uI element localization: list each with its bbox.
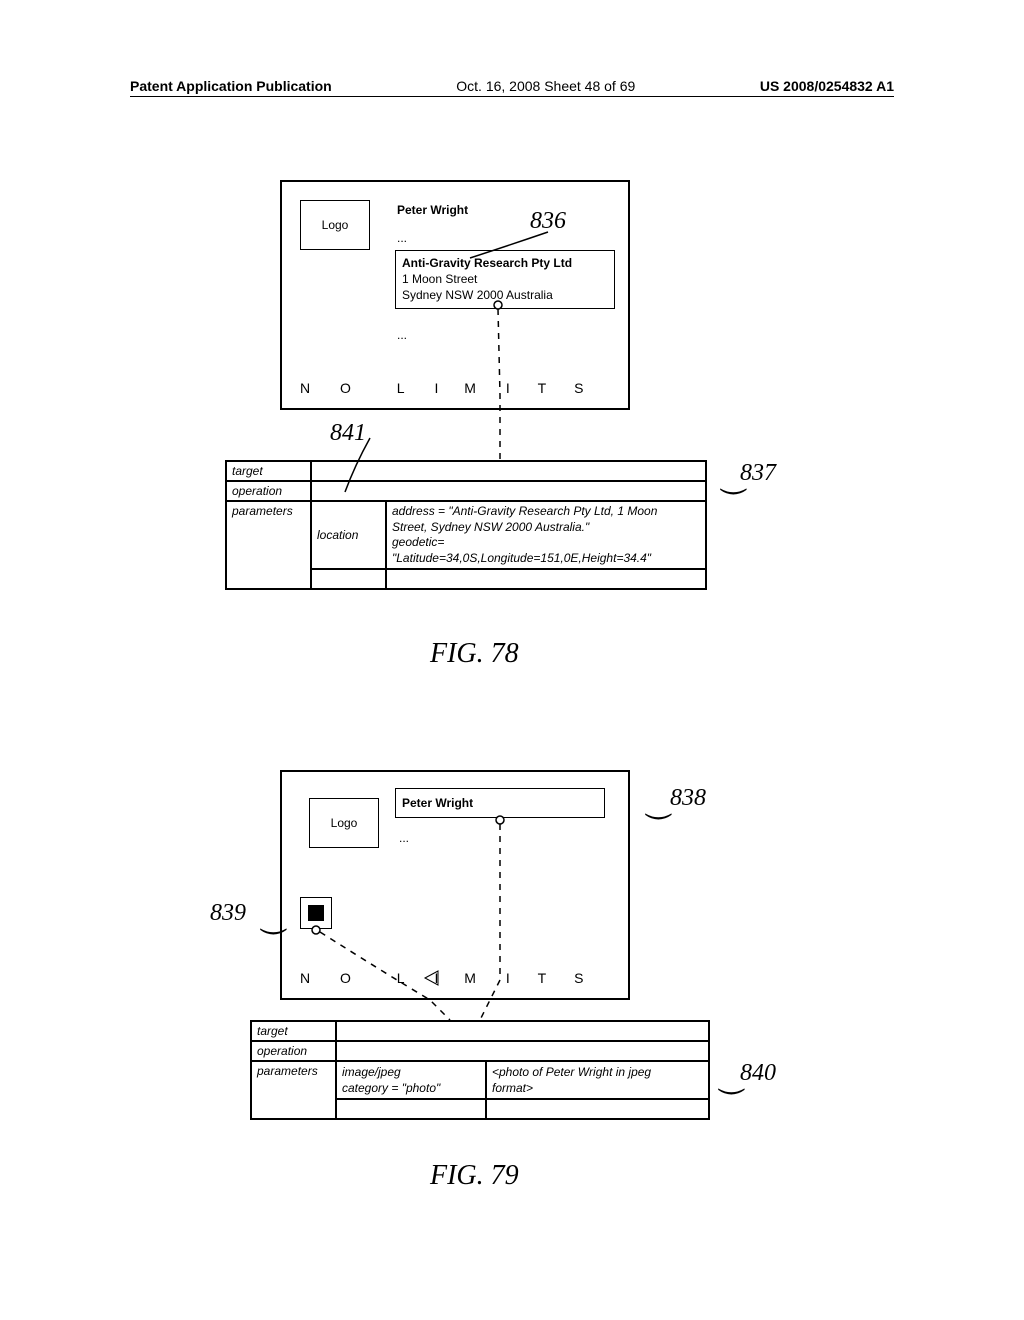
fig79-param-key-empty (336, 1099, 486, 1119)
nolimits-t: T (538, 380, 548, 396)
fig78-operation-val (311, 481, 706, 501)
page: Patent Application Publication Oct. 16, … (0, 0, 1024, 1320)
nolimits-i: I (434, 380, 439, 396)
fig79-parameters-label: parameters (251, 1061, 336, 1119)
fig79-pv-l2: format> (492, 1081, 533, 1095)
fig78-caption: FIG. 78 (430, 638, 519, 670)
nolimits-l: L (397, 380, 406, 396)
fig79-ellipsis1: ... (399, 830, 409, 847)
ref-840: 840 (740, 1060, 776, 1087)
fig79-pk-l1: image/jpeg (342, 1065, 401, 1079)
fig78-name: Peter Wright (397, 202, 468, 219)
nolimits2-s: S (574, 970, 584, 986)
fig78-pv-l4: "Latitude=34,0S,Longitude=151,0E,Height=… (392, 551, 651, 565)
nolimits2-o: O (340, 970, 352, 986)
ref-840-brace: ⏝ (718, 1062, 745, 1094)
fig78-addr-company: Anti-Gravity Research Pty Ltd (402, 256, 572, 270)
fig79-param-val: <photo of Peter Wright in jpeg format> (486, 1061, 709, 1099)
fig79-pk-l2: category = "photo" (342, 1081, 440, 1095)
fig79-operation-label: operation (251, 1041, 336, 1061)
header-left: Patent Application Publication (130, 78, 332, 94)
fig78-param-key-empty (311, 569, 386, 589)
nolimits2-i2: I (506, 970, 511, 986)
photo-icon (308, 905, 324, 921)
fig78-ellipsis1: ... (397, 230, 407, 247)
nolimits-o: O (340, 380, 352, 396)
nolimits-n: N (300, 380, 311, 396)
fig78-card: Logo Peter Wright ... Anti-Gravity Resea… (280, 180, 630, 410)
fig79-name-text: Peter Wright (402, 796, 473, 810)
nolimits-m: M (464, 380, 477, 396)
fig79-photo-thumb (300, 897, 332, 929)
nolimits2-m: M (464, 970, 477, 986)
nolimits2-n: N (300, 970, 311, 986)
ref-838: 838 (670, 785, 706, 812)
fig79-target-val (336, 1021, 709, 1041)
fig79-param-key: image/jpeg category = "photo" (336, 1061, 486, 1099)
nolimits-i2: I (506, 380, 511, 396)
fig79-name-box: Peter Wright (395, 788, 605, 818)
nolimits2-i: I (434, 970, 439, 986)
header-mid: Oct. 16, 2008 Sheet 48 of 69 (456, 78, 635, 94)
fig79-nolimits: N O L I M I T S (300, 970, 584, 986)
fig78-addr-street: 1 Moon Street (402, 272, 477, 286)
fig78-logo-box: Logo (300, 200, 370, 250)
fig78-nolimits: N O L I M I T S (300, 380, 584, 396)
fig78-param-val-empty (386, 569, 706, 589)
header-right: US 2008/0254832 A1 (760, 78, 894, 94)
ref-838-brace: ⏝ (645, 787, 672, 819)
fig79-card: Logo Peter Wright ... N O L I M I T S (280, 770, 630, 1000)
fig78-parameters-label: parameters (226, 501, 311, 589)
fig78-addr-city: Sydney NSW 2000 Australia (402, 288, 553, 302)
ref-837-brace: ⏝ (720, 462, 747, 494)
fig78-name-text: Peter Wright (397, 203, 468, 217)
fig79-param-val-empty (486, 1099, 709, 1119)
fig79-table: target operation parameters image/jpeg c… (250, 1020, 710, 1120)
fig79-caption: FIG. 79 (430, 1160, 519, 1192)
page-header: Patent Application Publication Oct. 16, … (130, 78, 894, 97)
ref-836: 836 (530, 208, 566, 235)
fig78-target-val (311, 461, 706, 481)
fig79-target-label: target (251, 1021, 336, 1041)
fig78-operation-label: operation (226, 481, 311, 501)
nolimits2-t: T (538, 970, 548, 986)
fig78-ellipsis2: ... (397, 327, 407, 344)
fig79-logo-text: Logo (331, 816, 358, 830)
fig78-logo-text: Logo (322, 218, 349, 232)
nolimits-s: S (574, 380, 584, 396)
fig78-pv-l3: geodetic= (392, 535, 444, 549)
fig78-pv-l1: address = "Anti-Gravity Research Pty Ltd… (392, 504, 657, 518)
nolimits2-l: L (397, 970, 406, 986)
fig78-pv-l2: Street, Sydney NSW 2000 Australia." (392, 520, 589, 534)
fig78-target-label: target (226, 461, 311, 481)
ref-841: 841 (330, 420, 366, 447)
fig79-logo-box: Logo (309, 798, 379, 848)
fig78-param-val: address = "Anti-Gravity Research Pty Ltd… (386, 501, 706, 569)
fig78-table: target operation parameters location add… (225, 460, 707, 590)
ref-839: 839 (210, 900, 246, 927)
fig78-param-key: location (311, 501, 386, 569)
ref-839-brace: ⏝ (260, 902, 287, 934)
fig79-operation-val (336, 1041, 709, 1061)
fig78-address-box: Anti-Gravity Research Pty Ltd 1 Moon Str… (395, 250, 615, 309)
fig79-pv-l1: <photo of Peter Wright in jpeg (492, 1065, 651, 1079)
